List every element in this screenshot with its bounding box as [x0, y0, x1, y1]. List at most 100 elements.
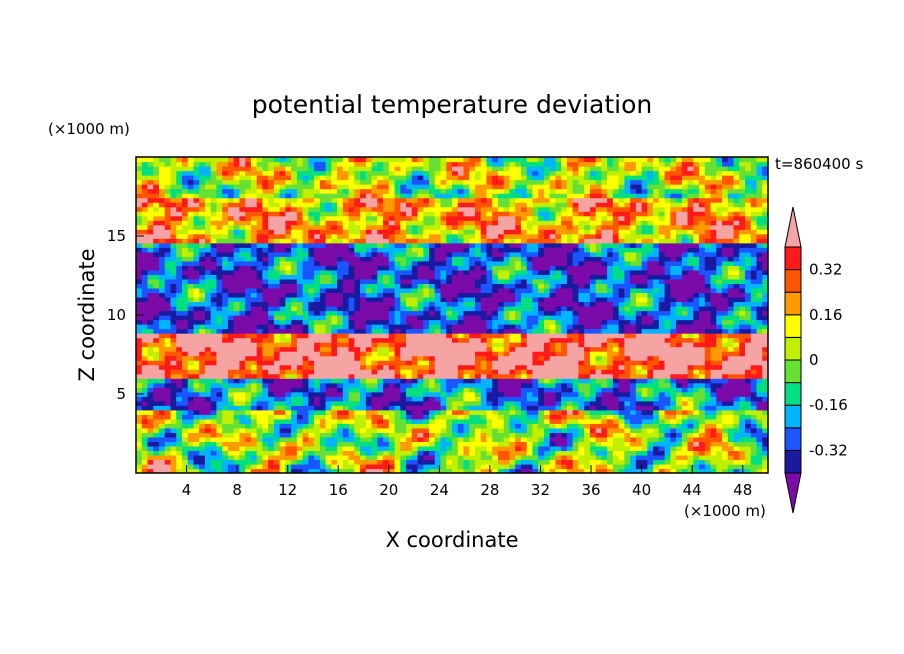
field-cell	[239, 436, 246, 442]
field-cell	[348, 369, 355, 375]
field-cell	[291, 436, 298, 442]
field-cell	[630, 436, 637, 442]
field-cell	[233, 364, 241, 370]
field-cell	[279, 436, 286, 442]
field-cell	[256, 369, 263, 375]
field-cell	[607, 351, 614, 357]
field-cell	[624, 387, 631, 393]
field-cell	[342, 387, 350, 393]
field-cell	[354, 278, 361, 284]
field-cell	[756, 441, 763, 447]
field-cell	[601, 292, 608, 298]
field-cell	[377, 441, 384, 447]
field-cell	[469, 333, 476, 339]
field-cell	[411, 287, 419, 294]
field-cell	[400, 387, 407, 393]
field-cell	[136, 305, 143, 312]
field-cell	[227, 450, 235, 456]
field-cell	[584, 405, 591, 411]
field-cell	[136, 333, 143, 339]
field-cell	[612, 400, 620, 406]
field-cell	[222, 319, 229, 325]
field-cell	[406, 423, 413, 429]
field-cell	[549, 364, 557, 370]
field-cell	[716, 445, 723, 452]
field-cell	[256, 463, 263, 470]
field-cell	[181, 369, 189, 375]
field-cell	[756, 450, 763, 456]
field-cell	[641, 328, 648, 334]
field-cell	[681, 450, 689, 456]
field-cell	[383, 351, 390, 357]
field-cell	[745, 274, 752, 280]
field-cell	[566, 382, 574, 388]
field-cell	[497, 269, 505, 275]
field-cell	[561, 373, 568, 379]
field-cell	[383, 382, 390, 388]
field-cell	[262, 328, 269, 334]
field-cell	[360, 382, 367, 388]
field-cell	[566, 373, 574, 379]
field-cell	[716, 287, 723, 294]
field-cell	[704, 450, 712, 456]
field-cell	[193, 265, 200, 271]
field-cell	[164, 274, 172, 280]
field-cell	[607, 369, 614, 375]
field-cell	[497, 445, 505, 452]
field-cell	[676, 409, 683, 415]
field-cell	[279, 315, 286, 321]
field-cell	[676, 319, 683, 325]
field-cell	[273, 441, 281, 447]
field-cell	[526, 319, 534, 325]
field-cell	[429, 373, 436, 379]
field-cell	[153, 346, 160, 352]
field-cell	[520, 278, 528, 284]
field-cell	[141, 292, 149, 298]
field-cell	[658, 450, 666, 456]
field-cell	[325, 459, 332, 465]
field-cell	[756, 378, 763, 384]
field-cell	[147, 387, 154, 393]
field-cell	[572, 373, 579, 379]
field-cell	[607, 450, 614, 456]
field-cell	[204, 378, 212, 384]
field-cell	[394, 450, 401, 456]
field-cell	[314, 468, 321, 473]
field-cell	[348, 324, 355, 330]
field-cell	[325, 382, 332, 388]
field-cell	[239, 346, 246, 352]
field-cell	[515, 283, 522, 289]
field-cell	[664, 360, 671, 366]
field-cell	[429, 427, 436, 433]
field-cell	[492, 373, 499, 379]
field-cell	[216, 418, 223, 424]
field-cell	[371, 360, 378, 366]
field-cell	[245, 283, 252, 289]
field-cell	[497, 301, 505, 307]
field-cell	[710, 427, 717, 433]
field-cell	[268, 305, 275, 312]
field-cell	[624, 364, 631, 370]
field-cell	[595, 292, 602, 298]
field-cell	[699, 274, 706, 280]
field-cell	[716, 405, 723, 411]
field-cell	[681, 414, 689, 420]
field-cell	[302, 355, 309, 361]
field-cell	[314, 278, 321, 284]
field-cell	[411, 324, 419, 330]
field-cell	[227, 396, 235, 402]
field-cell	[394, 418, 401, 424]
field-cell	[492, 441, 499, 447]
field-cell	[704, 432, 712, 438]
field-cell	[515, 463, 522, 470]
field-cell	[762, 418, 768, 424]
field-cell	[676, 427, 683, 433]
field-cell	[153, 459, 160, 465]
field-cell	[607, 346, 614, 352]
field-cell	[595, 409, 602, 415]
field-cell	[360, 364, 367, 370]
field-cell	[727, 364, 735, 370]
field-cell	[181, 337, 189, 343]
field-cell	[664, 319, 671, 325]
field-cell	[687, 468, 694, 473]
